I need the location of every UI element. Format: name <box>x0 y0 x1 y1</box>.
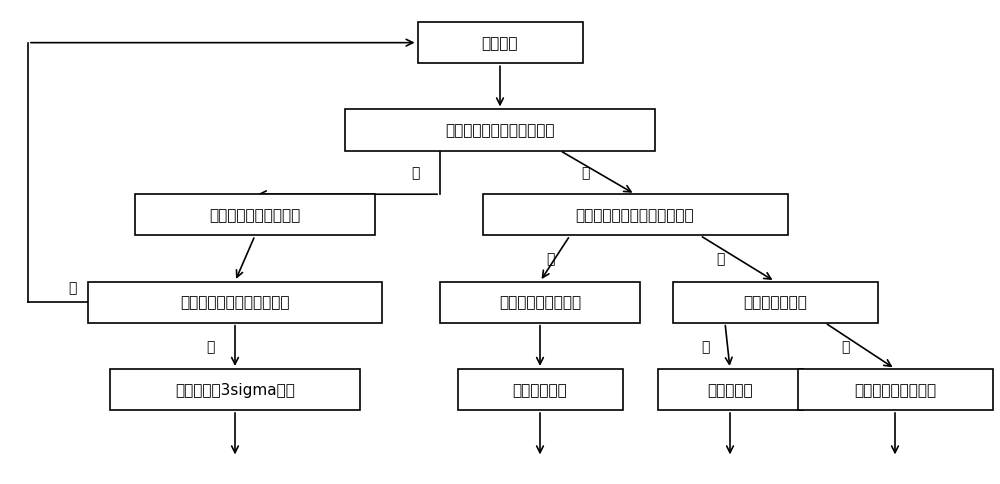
Text: 否: 否 <box>716 252 724 266</box>
Bar <box>798 369 992 410</box>
Bar <box>458 369 622 410</box>
Bar <box>658 369 802 410</box>
Text: 有: 有 <box>581 166 589 180</box>
Text: 有: 有 <box>206 339 214 353</box>
Text: 无: 无 <box>68 281 77 295</box>
Text: 新数据点填入样本空间: 新数据点填入样本空间 <box>209 208 301 223</box>
Text: 判断是否为故障: 判断是否为故障 <box>743 295 807 310</box>
Bar <box>440 282 640 323</box>
Text: 数据点填入样本空间: 数据点填入样本空间 <box>499 295 581 310</box>
Text: 是: 是 <box>546 252 554 266</box>
Text: 丢弃异常点: 丢弃异常点 <box>707 382 753 397</box>
Text: 无: 无 <box>411 166 419 180</box>
Text: 是: 是 <box>841 339 849 353</box>
Bar <box>110 369 360 410</box>
Text: 新数据点是否在正常区间内？: 新数据点是否在正常区间内？ <box>576 208 694 223</box>
Text: 更新正常区间: 更新正常区间 <box>513 382 567 397</box>
Text: 确定样本的3sigma区间: 确定样本的3sigma区间 <box>175 382 295 397</box>
Bar <box>483 195 788 236</box>
Bar <box>672 282 878 323</box>
Text: 样本空间中有无充足数据？: 样本空间中有无充足数据？ <box>180 295 290 310</box>
Bar <box>88 282 382 323</box>
Bar <box>418 23 582 64</box>
Text: 否: 否 <box>701 339 709 353</box>
Bar <box>135 195 375 236</box>
Text: 报警并清空样本空间: 报警并清空样本空间 <box>854 382 936 397</box>
Text: 样本空间中有无充足数据？: 样本空间中有无充足数据？ <box>445 123 555 138</box>
Text: 新数据点: 新数据点 <box>482 36 518 51</box>
Bar <box>345 110 655 151</box>
